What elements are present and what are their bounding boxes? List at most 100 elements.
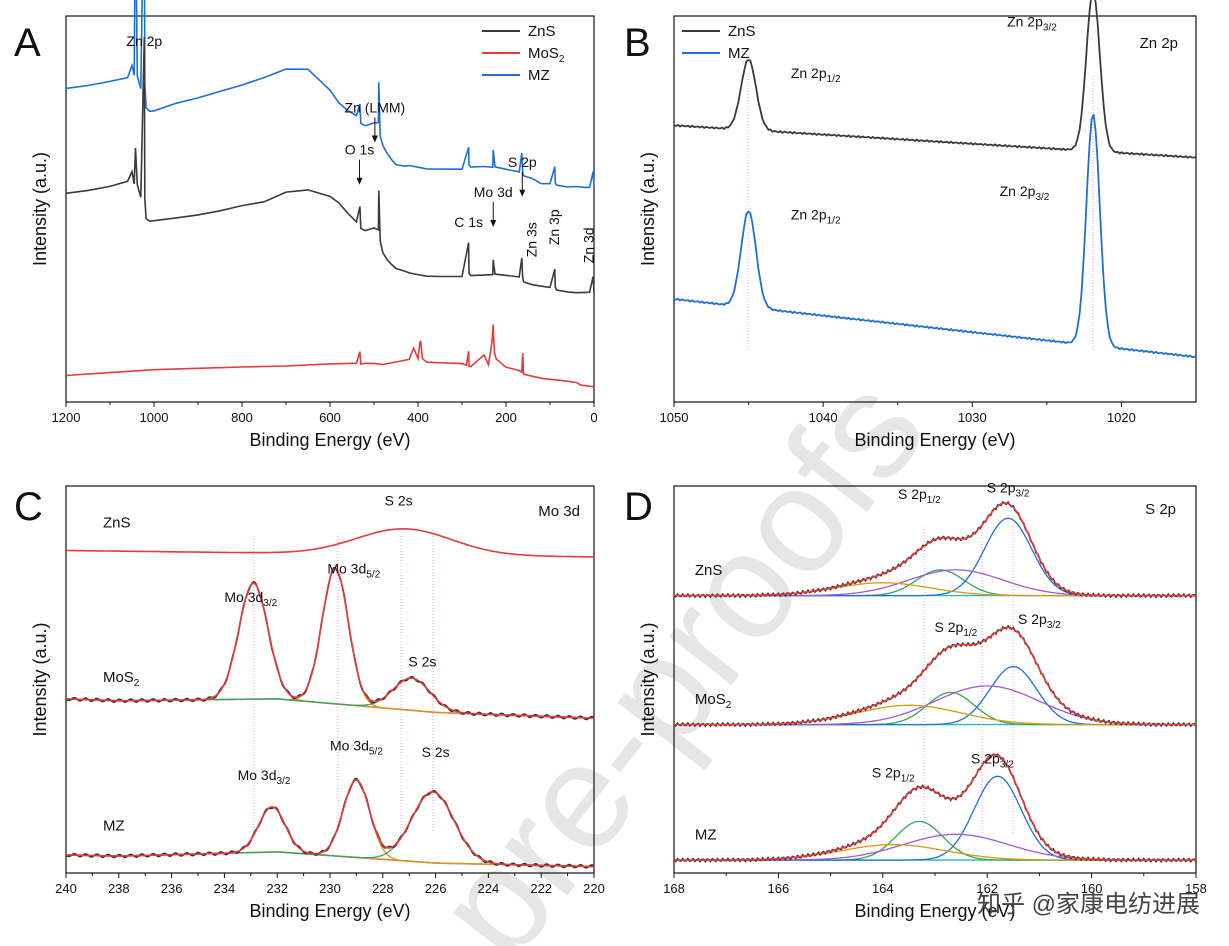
x-tick-label: 166 bbox=[768, 881, 790, 896]
peak-label: O 1s bbox=[345, 142, 375, 158]
series-label: ZnS bbox=[103, 514, 131, 531]
panel-title: S 2p bbox=[1145, 501, 1176, 518]
fit-envelope-mos2 bbox=[674, 626, 1196, 726]
fit-component bbox=[674, 775, 1196, 861]
x-tick-label: 1050 bbox=[660, 410, 689, 425]
x-tick-label: 232 bbox=[266, 881, 288, 896]
panel-c: C 240 238 236 234 232 230 228 226 224 222 220 Bindin… bbox=[14, 485, 605, 921]
peak-label: S 2p3/2 bbox=[987, 479, 1030, 499]
peak-label: C 1s bbox=[454, 214, 483, 230]
panel-letter: B bbox=[624, 21, 651, 65]
panel-letter: C bbox=[14, 485, 43, 529]
panel-a: A 1200 1000 800 600 400 200 0 Binding Energy (eV… bbox=[14, 0, 598, 450]
x-tick-label: 224 bbox=[478, 881, 500, 896]
footer-credit: 知乎 @家康电纺进展 bbox=[977, 891, 1200, 918]
y-axis-label: Intensity (a.u.) bbox=[638, 622, 658, 736]
x-tick-label: 0 bbox=[590, 410, 597, 425]
x-tick-label: 1200 bbox=[52, 410, 81, 425]
peak-label: Zn 2p1/2 bbox=[791, 206, 841, 226]
series-mz bbox=[65, 0, 595, 189]
x-tick-label: 1040 bbox=[809, 410, 838, 425]
fit-component bbox=[66, 677, 595, 719]
peak-label: Mo 3d bbox=[474, 184, 513, 200]
series-mz bbox=[673, 113, 1197, 358]
raw-spectrum bbox=[65, 566, 595, 721]
x-tick-label: 234 bbox=[214, 881, 236, 896]
x-tick-label: 240 bbox=[55, 881, 77, 896]
x-axis-label: Binding Energy (eV) bbox=[854, 430, 1015, 450]
x-tick-label: 220 bbox=[583, 881, 605, 896]
y-axis-label: Intensity (a.u.) bbox=[30, 152, 50, 266]
fit-envelope-zns bbox=[674, 502, 1196, 597]
x-tick-label: 230 bbox=[319, 881, 341, 896]
peak-label: Mo 3d3/2 bbox=[224, 589, 277, 609]
x-tick-label: 236 bbox=[161, 881, 183, 896]
peak-label: Zn (LMM) bbox=[345, 100, 406, 116]
peak-label: S 2p3/2 bbox=[1018, 611, 1061, 631]
legend-label: ZnS bbox=[528, 23, 556, 40]
peak-label: Zn 2p1/2 bbox=[791, 65, 841, 85]
fit-component bbox=[66, 582, 595, 719]
panel-title: Zn 2p bbox=[1140, 35, 1178, 52]
legend-label: MZ bbox=[528, 67, 550, 84]
x-tick-label: 158 bbox=[1185, 881, 1207, 896]
x-tick-label: 400 bbox=[407, 410, 429, 425]
legend-label: MZ bbox=[728, 45, 750, 62]
panel-d: D 168 166 164 162 160 158 Binding Energy (eV) In… bbox=[624, 479, 1207, 921]
x-tick-label: 222 bbox=[530, 881, 552, 896]
series-zns bbox=[673, 0, 1197, 159]
arrow-head bbox=[371, 135, 378, 143]
x-tick-label: 200 bbox=[495, 410, 517, 425]
x-tick-label: 600 bbox=[319, 410, 341, 425]
panel-letter: A bbox=[14, 21, 41, 65]
peak-label: S 2p1/2 bbox=[872, 765, 915, 785]
legend: ZnS MoS2 MZ bbox=[482, 23, 565, 84]
fit-envelope-mz bbox=[65, 779, 594, 868]
x-tick-label: 162 bbox=[976, 881, 998, 896]
peak-label: Zn 2p3/2 bbox=[1000, 183, 1050, 203]
x-tick-label: 800 bbox=[231, 410, 253, 425]
series-label: MoS2 bbox=[695, 691, 732, 711]
x-tick-label: 164 bbox=[872, 881, 894, 896]
x-axis-label: Binding Energy (eV) bbox=[249, 901, 410, 921]
peak-label: Zn 3s bbox=[523, 222, 539, 257]
peak-label: Zn 2p bbox=[126, 33, 162, 49]
peak-label: Zn 2p3/2 bbox=[1007, 13, 1057, 33]
legend-label: ZnS bbox=[728, 23, 756, 40]
fit-component bbox=[66, 567, 595, 719]
arrow-head bbox=[356, 177, 363, 185]
x-tick-label: 228 bbox=[372, 881, 394, 896]
series-label: MZ bbox=[695, 826, 717, 843]
arrow-head bbox=[490, 219, 497, 227]
panel-letter: D bbox=[624, 485, 653, 529]
fit-envelope-zns bbox=[66, 528, 594, 558]
fit-envelope-mz bbox=[674, 754, 1196, 861]
fit-component bbox=[674, 833, 1196, 861]
x-tick-label: 1030 bbox=[958, 410, 987, 425]
peak-label: Mo 3d5/2 bbox=[327, 561, 380, 581]
arrow-head bbox=[519, 189, 526, 197]
fit-component bbox=[674, 820, 1196, 861]
x-tick-label: 168 bbox=[663, 881, 685, 896]
series-mos2 bbox=[65, 324, 595, 388]
y-axis-label: Intensity (a.u.) bbox=[30, 622, 50, 736]
peak-label: S 2s bbox=[422, 744, 450, 760]
x-tick-label: 226 bbox=[425, 881, 447, 896]
legend-label: MoS2 bbox=[528, 45, 565, 65]
x-tick-label: 1020 bbox=[1107, 410, 1136, 425]
x-axis-label: Binding Energy (eV) bbox=[854, 901, 1015, 921]
fit-envelope-mos2 bbox=[66, 567, 595, 719]
x-tick-label: 1000 bbox=[140, 410, 169, 425]
legend: ZnS MZ bbox=[682, 23, 756, 62]
raw-spectrum bbox=[673, 753, 1197, 863]
panel-title: Mo 3d bbox=[538, 503, 580, 520]
x-tick-label: 160 bbox=[1081, 881, 1103, 896]
raw-spectrum bbox=[673, 500, 1197, 599]
peak-label: S 2p bbox=[508, 154, 537, 170]
x-tick-label: 238 bbox=[108, 881, 130, 896]
peak-label: S 2p1/2 bbox=[935, 619, 978, 639]
series-label: ZnS bbox=[695, 562, 723, 579]
peak-label: Zn 3d bbox=[581, 227, 597, 263]
series-label: MoS2 bbox=[103, 669, 140, 689]
